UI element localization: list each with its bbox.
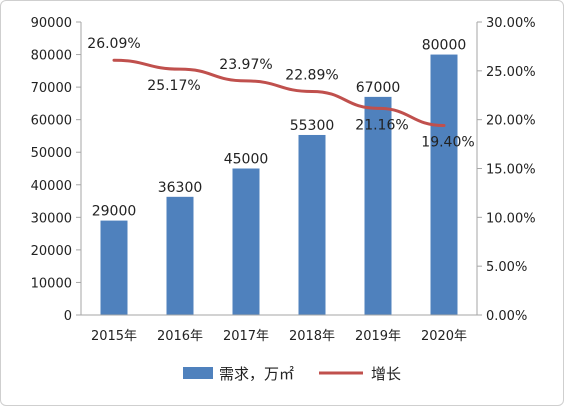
bar-value-label: 45000 [224, 152, 269, 168]
category-label: 2019年 [355, 329, 401, 344]
line-value-label: 19.40% [421, 135, 474, 151]
line-data-labels: 26.09% 25.17% 23.97% 22.89% 21.16% 19.40% [87, 36, 474, 150]
bar-data-labels: 29000 36300 45000 55300 67000 80000 [92, 38, 467, 220]
growth-point [113, 59, 115, 61]
category-labels: 2015年 2016年 2017年 2018年 2019年 2020年 [91, 329, 467, 344]
bar [430, 54, 458, 316]
line-value-label: 22.89% [285, 67, 338, 83]
right-tick-label: 0.00% [486, 309, 527, 324]
growth-point [245, 80, 247, 82]
bar [166, 196, 194, 315]
left-tick-label: 70000 [31, 81, 72, 96]
category-label: 2015年 [91, 329, 137, 344]
growth-point [443, 125, 445, 127]
category-label: 2017年 [223, 329, 269, 344]
bar [100, 220, 128, 315]
category-label: 2020年 [421, 329, 467, 344]
growth-line [112, 58, 446, 128]
bar-value-label: 55300 [290, 118, 335, 134]
right-axis-ticks: 0.00% 5.00% 10.00% 15.00% 20.00% 25.00% 30.00% [477, 16, 536, 324]
left-tick-label: 20000 [31, 244, 72, 259]
legend-label-line: 增长 [371, 365, 401, 383]
bar [298, 134, 326, 315]
right-tick-label: 5.00% [486, 260, 527, 275]
left-tick-label: 90000 [31, 16, 72, 31]
legend: 需求，万㎡ 增长 [183, 365, 401, 383]
left-tick-label: 80000 [31, 49, 72, 64]
bar-value-label: 80000 [422, 38, 467, 54]
left-tick-label: 30000 [31, 211, 72, 226]
left-tick-label: 0 [64, 309, 72, 324]
line-value-label: 26.09% [87, 36, 140, 52]
right-tick-label: 10.00% [486, 211, 536, 226]
left-tick-label: 40000 [31, 179, 72, 194]
left-tick-label: 60000 [31, 114, 72, 129]
line-value-label: 21.16% [355, 117, 408, 133]
left-tick-label: 10000 [31, 276, 72, 291]
left-axis-ticks: 0 10000 20000 30000 40000 50000 60000 70000 8000… [31, 16, 81, 324]
legend-label-bar: 需求，万㎡ [219, 365, 294, 383]
left-tick-label: 50000 [31, 146, 72, 161]
right-tick-label: 30.00% [486, 16, 536, 31]
line-series [112, 58, 446, 128]
line-value-label: 25.17% [147, 78, 200, 94]
bar-value-label: 67000 [356, 80, 401, 96]
bar-series [100, 54, 458, 316]
line-value-label: 23.97% [219, 57, 272, 73]
bar [232, 168, 260, 315]
bar-value-label: 29000 [92, 204, 137, 220]
right-tick-label: 25.00% [486, 65, 536, 80]
category-label: 2016年 [157, 329, 203, 344]
axes [80, 22, 478, 316]
bar [364, 96, 392, 315]
category-label: 2018年 [289, 329, 335, 344]
bar-value-label: 36300 [158, 180, 203, 196]
growth-point [179, 68, 181, 70]
right-tick-label: 15.00% [486, 163, 536, 178]
growth-point [377, 107, 379, 109]
growth-point [311, 90, 313, 92]
legend-swatch-bar [183, 367, 213, 379]
right-tick-label: 20.00% [486, 114, 536, 129]
